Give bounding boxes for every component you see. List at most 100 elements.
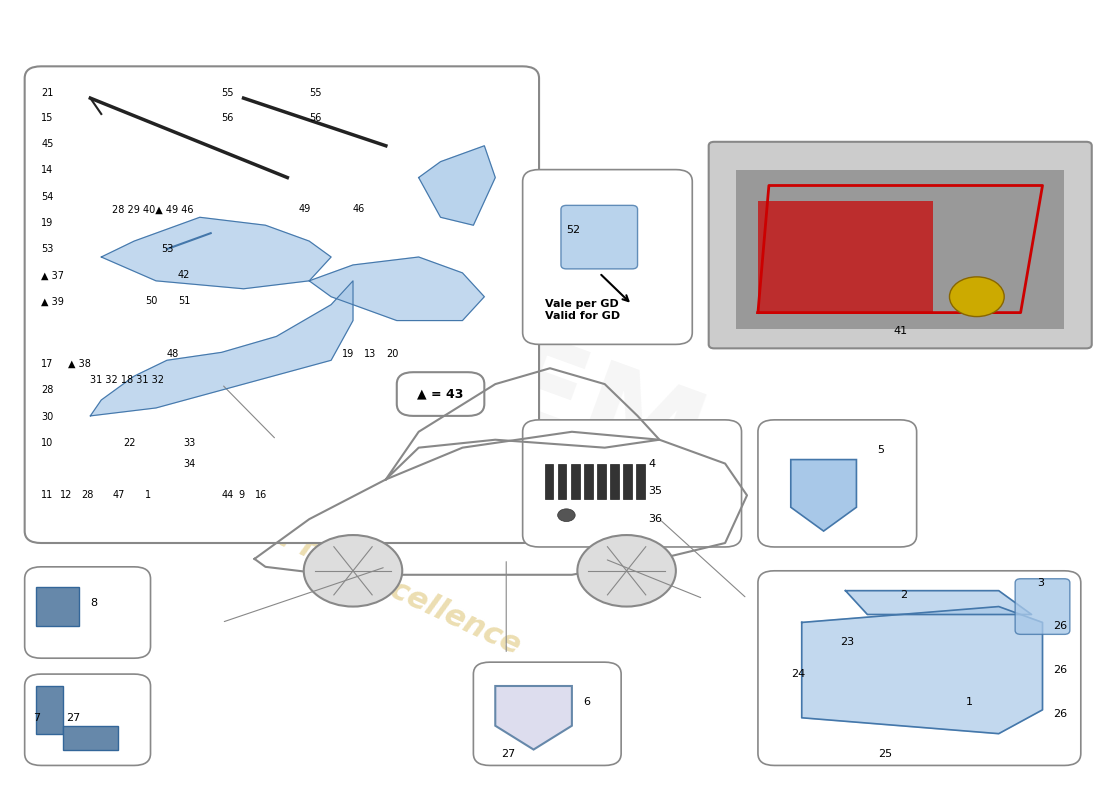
- Text: 16: 16: [254, 490, 266, 500]
- Text: 12: 12: [59, 490, 73, 500]
- Text: 4: 4: [649, 458, 656, 469]
- Text: a passion for excellence: a passion for excellence: [138, 458, 525, 660]
- Text: 9: 9: [238, 490, 244, 500]
- Text: 10: 10: [41, 438, 53, 448]
- Text: 28: 28: [81, 490, 94, 500]
- Circle shape: [558, 509, 575, 522]
- Text: 48: 48: [167, 349, 179, 359]
- Bar: [571, 463, 580, 499]
- Text: 53: 53: [41, 244, 54, 254]
- Text: 27: 27: [500, 749, 515, 758]
- Bar: [63, 726, 118, 750]
- Text: 54: 54: [41, 192, 54, 202]
- Polygon shape: [90, 281, 353, 416]
- FancyBboxPatch shape: [397, 372, 484, 416]
- Text: since 1: since 1: [471, 237, 629, 325]
- Text: 35: 35: [649, 486, 662, 496]
- Text: 55: 55: [309, 87, 321, 98]
- Text: ▲ = 43: ▲ = 43: [417, 387, 464, 401]
- Text: 34: 34: [184, 458, 196, 469]
- Text: 5: 5: [877, 446, 884, 455]
- Text: 22: 22: [123, 438, 135, 448]
- Text: 52: 52: [566, 225, 581, 235]
- Polygon shape: [791, 459, 857, 531]
- Text: 51: 51: [178, 297, 190, 306]
- FancyBboxPatch shape: [473, 662, 622, 766]
- Text: 26: 26: [1054, 709, 1068, 719]
- Circle shape: [578, 535, 675, 606]
- Text: 3: 3: [1037, 578, 1044, 588]
- Text: 7: 7: [33, 713, 41, 722]
- Text: 1: 1: [966, 697, 972, 707]
- Text: 42: 42: [178, 270, 190, 280]
- Text: 17: 17: [41, 359, 54, 370]
- Bar: [584, 463, 593, 499]
- FancyBboxPatch shape: [708, 142, 1091, 348]
- Text: 33: 33: [184, 438, 196, 448]
- Polygon shape: [309, 257, 484, 321]
- Polygon shape: [736, 170, 1065, 329]
- Text: 46: 46: [353, 204, 365, 214]
- Bar: [610, 463, 619, 499]
- Text: 2: 2: [900, 590, 908, 600]
- Bar: [544, 463, 553, 499]
- Text: 47: 47: [112, 490, 124, 500]
- Text: 28: 28: [41, 386, 54, 395]
- Text: Vale per GD
Valid for GD: Vale per GD Valid for GD: [544, 299, 619, 321]
- FancyBboxPatch shape: [522, 420, 741, 547]
- Text: 8: 8: [90, 598, 98, 608]
- Text: 56: 56: [222, 113, 234, 123]
- Bar: [35, 586, 79, 626]
- Text: 23: 23: [840, 638, 855, 647]
- Text: 25: 25: [878, 749, 892, 758]
- Text: ▲ 38: ▲ 38: [68, 359, 91, 370]
- Text: 31 32 18 31 32: 31 32 18 31 32: [90, 375, 164, 385]
- Text: 49: 49: [298, 204, 310, 214]
- Text: 27: 27: [66, 713, 80, 722]
- Bar: [558, 463, 566, 499]
- Text: 6: 6: [583, 697, 590, 707]
- Text: 24: 24: [791, 669, 805, 679]
- Polygon shape: [101, 218, 331, 289]
- Text: 21: 21: [41, 87, 54, 98]
- FancyBboxPatch shape: [24, 66, 539, 543]
- Text: ▲ 37: ▲ 37: [41, 270, 64, 280]
- Bar: [597, 463, 606, 499]
- Text: 19: 19: [342, 349, 354, 359]
- FancyBboxPatch shape: [561, 206, 638, 269]
- Text: 45: 45: [41, 139, 54, 149]
- Circle shape: [949, 277, 1004, 317]
- Text: 1: 1: [145, 490, 151, 500]
- FancyBboxPatch shape: [522, 170, 692, 344]
- Text: 14: 14: [41, 166, 53, 175]
- Circle shape: [304, 535, 403, 606]
- Polygon shape: [758, 202, 933, 313]
- Text: ▲ 39: ▲ 39: [41, 297, 64, 306]
- Text: 30: 30: [41, 412, 53, 422]
- Text: 20: 20: [386, 349, 398, 359]
- Text: 26: 26: [1054, 665, 1068, 675]
- Text: 53: 53: [162, 244, 174, 254]
- Text: 19: 19: [41, 218, 53, 228]
- Polygon shape: [802, 606, 1043, 734]
- Bar: [35, 686, 63, 734]
- Bar: [637, 463, 646, 499]
- Polygon shape: [846, 590, 1032, 614]
- Text: 13: 13: [364, 349, 376, 359]
- Text: 15: 15: [41, 113, 54, 123]
- FancyBboxPatch shape: [1015, 578, 1070, 634]
- Text: 11: 11: [41, 490, 53, 500]
- Text: 28 29 40▲ 49 46: 28 29 40▲ 49 46: [112, 204, 194, 214]
- Text: 26: 26: [1054, 622, 1068, 631]
- Text: 36: 36: [649, 514, 662, 524]
- Text: 50: 50: [145, 297, 157, 306]
- FancyBboxPatch shape: [758, 571, 1081, 766]
- Polygon shape: [495, 686, 572, 750]
- FancyBboxPatch shape: [24, 674, 151, 766]
- Text: 55: 55: [222, 87, 234, 98]
- Polygon shape: [419, 146, 495, 226]
- FancyBboxPatch shape: [24, 567, 151, 658]
- Text: OEM: OEM: [381, 289, 719, 511]
- Bar: [624, 463, 632, 499]
- Text: 56: 56: [309, 113, 321, 123]
